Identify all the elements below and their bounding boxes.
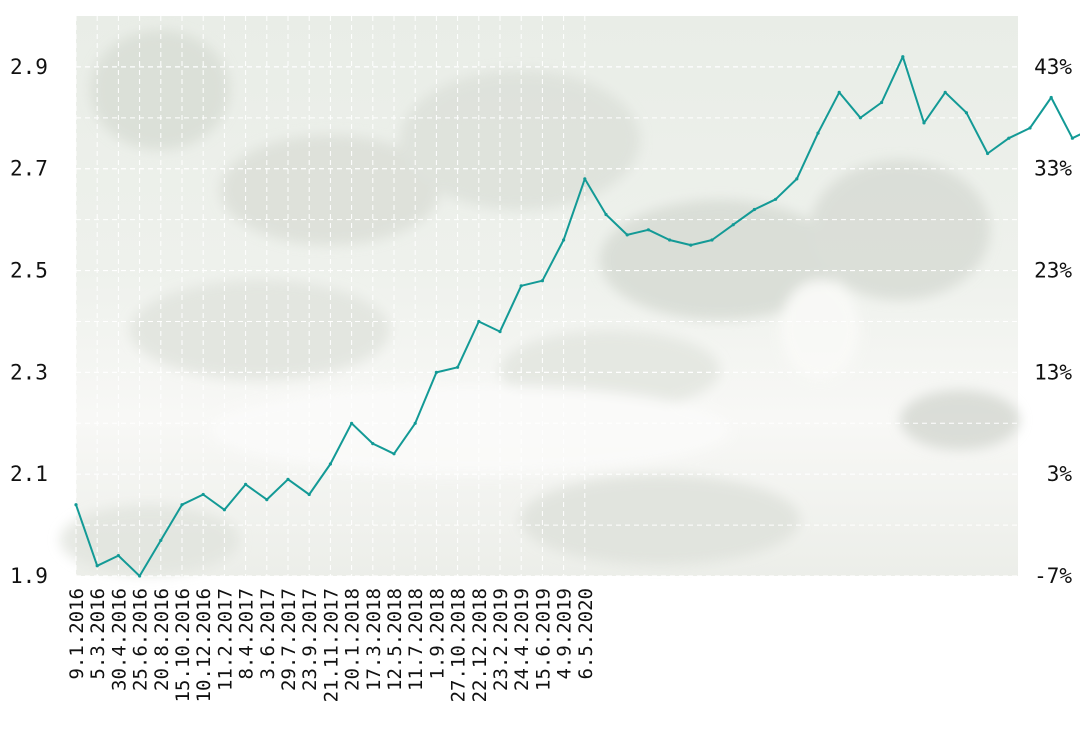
data-point [477,319,481,324]
data-point [922,121,926,125]
data-point [498,330,502,334]
x-tick-label: 23.9.2017 [299,588,321,691]
data-point [710,238,714,242]
x-tick-label: 20.1.2018 [342,588,364,691]
x-tick-label: 5.3.2016 [87,588,109,680]
data-point [901,55,905,59]
y-axis-left: 1.9 2.1 2.3 2.5 2.7 2.9 [10,55,48,588]
data-point [180,503,184,507]
y-tick-label-left: 2.1 [10,462,48,486]
data-point [540,279,545,283]
x-tick-label: 21.11.2017 [320,588,342,702]
x-tick-label: 12.5.2018 [384,588,406,691]
grid-lines [75,16,1018,577]
x-tick-label: 24.4.2019 [511,588,533,691]
data-point [328,462,332,466]
x-tick-label: 11.2.2017 [214,588,236,691]
y-tick-label-left: 2.5 [10,259,48,283]
data-point [222,508,226,512]
data-point [95,564,99,568]
x-tick-label: 10.12.2016 [193,588,215,702]
data-point [434,370,438,374]
data-point [668,238,672,242]
data-point [456,365,460,369]
x-tick-label: 20.8.2016 [151,588,173,691]
y-tick-label-left: 2.3 [10,360,48,384]
y-tick-label-left: 2.7 [10,157,48,181]
x-tick-label: 25.6.2016 [130,588,152,691]
y-axis-right: -7% 3% 13% 23% 33% 43% [1034,55,1072,588]
x-tick-label: 9.1.2016 [66,588,88,680]
data-point [562,238,566,242]
x-tick-label: 29.7.2017 [278,588,300,691]
data-point [286,477,290,481]
x-tick-label: 1.9.2018 [426,588,448,680]
x-tick-label: 22.12.2018 [469,588,491,702]
data-point [795,177,799,181]
x-tick-label: 30.4.2016 [108,588,130,691]
data-point [858,116,863,120]
data-point [837,90,841,94]
data-point [138,574,142,578]
data-point [159,538,163,543]
data-point [1070,136,1074,140]
data-point [307,492,311,497]
data-point [201,492,205,497]
data-point [244,482,248,486]
data-point [731,223,735,227]
x-tick-label: 4.9.2019 [554,588,576,680]
y-tick-label-right: 13% [1034,360,1072,384]
x-tick-label: 3.6.2017 [257,588,279,680]
data-point [1028,126,1032,130]
data-point [392,452,396,456]
data-point [1007,136,1011,140]
data-point [371,442,375,446]
data-point [350,421,354,425]
data-point [519,284,523,288]
x-tick-label: 11.7.2018 [405,588,427,691]
data-point [752,207,757,212]
x-tick-label: 6.5.2020 [575,588,597,680]
data-point [816,131,820,135]
x-tick-label: 17.3.2018 [363,588,385,691]
x-tick-label: 8.4.2017 [236,588,258,680]
x-tick-label: 15.10.2016 [172,588,194,702]
data-point [774,197,778,201]
series-layer [74,55,1080,578]
data-point [116,554,120,558]
data-point [265,498,269,502]
x-tick-label: 27.10.2018 [448,588,470,702]
x-tick-label: 15.6.2019 [532,588,554,691]
data-point [880,100,884,105]
data-point [583,177,587,181]
data-point [625,233,629,237]
data-point [413,421,417,425]
data-point [943,90,947,94]
y-tick-label-left: 1.9 [10,564,48,588]
x-tick-label: 23.2.2019 [490,588,512,691]
data-point [986,151,990,156]
data-point [1049,95,1053,100]
y-tick-label-right: 43% [1034,55,1072,79]
data-point [74,503,78,507]
data-point [646,228,651,232]
x-axis: 9.1.2016 5.3.2016 30.4.2016 25.6.2016 20.8.2… [66,588,597,702]
y-tick-label-right: 33% [1034,157,1072,181]
y-tick-label-right: -7% [1034,564,1072,588]
y-tick-label-left: 2.9 [10,55,48,79]
background-photo [60,16,1020,576]
data-point [604,212,608,217]
data-point [964,111,969,115]
data-point [689,243,693,247]
y-tick-label-right: 23% [1034,259,1072,283]
series-line [75,55,1080,577]
y-tick-label-right: 3% [1047,462,1073,486]
